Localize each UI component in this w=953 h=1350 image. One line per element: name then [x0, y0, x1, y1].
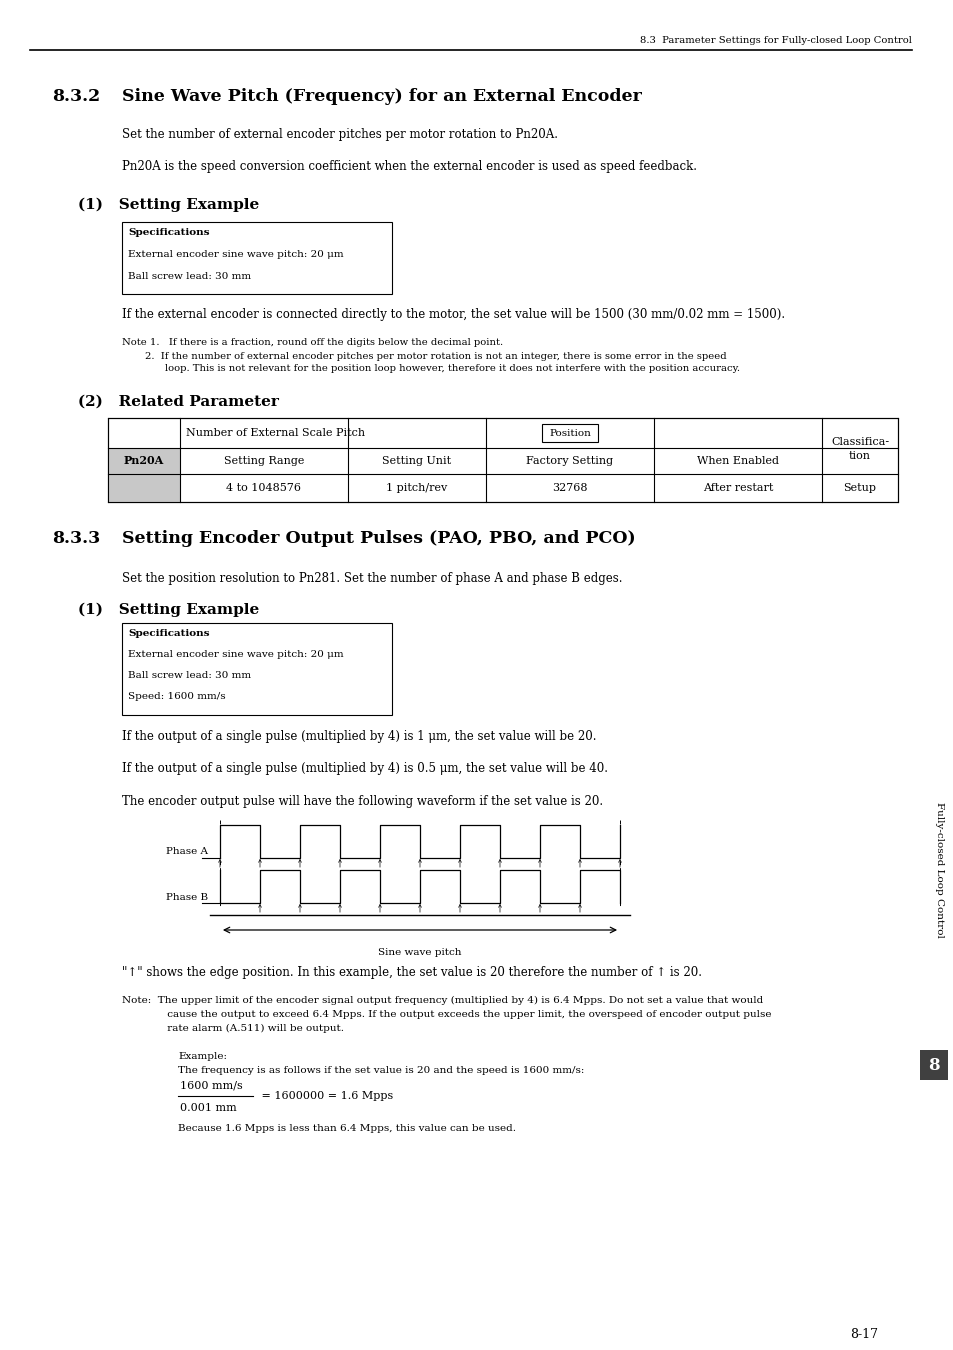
Bar	[108, 418, 897, 502]
Text: Classifica-: Classifica-	[830, 437, 888, 447]
Text: 8.3.3: 8.3.3	[52, 531, 100, 547]
Text: Setting Range: Setting Range	[224, 456, 304, 466]
Text: (1)   Setting Example: (1) Setting Example	[78, 603, 259, 617]
Bar	[122, 622, 392, 716]
Text: Sine Wave Pitch (Frequency) for an External Encoder: Sine Wave Pitch (Frequency) for an Exter…	[122, 88, 641, 105]
Text: External encoder sine wave pitch: 20 μm: External encoder sine wave pitch: 20 μm	[128, 250, 343, 259]
Text: Phase B: Phase B	[166, 892, 208, 902]
Text: Factory Setting: Factory Setting	[526, 456, 613, 466]
Text: Pn20A: Pn20A	[124, 455, 164, 467]
Text: loop. This is not relevant for the position loop however, therefore it does not : loop. This is not relevant for the posit…	[165, 364, 740, 373]
Text: (1)   Setting Example: (1) Setting Example	[78, 198, 259, 212]
Text: Note 1.   If there is a fraction, round off the digits below the decimal point.: Note 1. If there is a fraction, round of…	[122, 338, 502, 347]
Text: 8-17: 8-17	[849, 1328, 877, 1341]
Text: If the output of a single pulse (multiplied by 4) is 1 μm, the set value will be: If the output of a single pulse (multipl…	[122, 730, 596, 742]
Text: 8.3.2: 8.3.2	[52, 88, 100, 105]
Text: Pn20A is the speed conversion coefficient when the external encoder is used as s: Pn20A is the speed conversion coefficien…	[122, 161, 697, 173]
Text: rate alarm (A.511) will be output.: rate alarm (A.511) will be output.	[138, 1025, 344, 1033]
Text: 0.001 mm: 0.001 mm	[180, 1103, 236, 1112]
Text: = 1600000 = 1.6 Mpps: = 1600000 = 1.6 Mpps	[257, 1091, 393, 1102]
Text: cause the output to exceed 6.4 Mpps. If the output exceeds the upper limit, the : cause the output to exceed 6.4 Mpps. If …	[138, 1010, 771, 1019]
Text: tion: tion	[848, 451, 870, 460]
Text: Position: Position	[549, 428, 590, 437]
Text: External encoder sine wave pitch: 20 μm: External encoder sine wave pitch: 20 μm	[128, 649, 343, 659]
Bar	[122, 221, 392, 294]
Text: 8.3  Parameter Settings for Fully-closed Loop Control: 8.3 Parameter Settings for Fully-closed …	[639, 36, 911, 45]
Text: Set the number of external encoder pitches per motor rotation to Pn20A.: Set the number of external encoder pitch…	[122, 128, 558, 140]
Bar	[108, 448, 180, 502]
Text: The frequency is as follows if the set value is 20 and the speed is 1600 mm/s:: The frequency is as follows if the set v…	[178, 1066, 584, 1075]
Text: Setup: Setup	[842, 483, 876, 493]
Text: Setting Encoder Output Pulses (PAO, PBO, and PCO): Setting Encoder Output Pulses (PAO, PBO,…	[122, 531, 635, 547]
Text: "↑" shows the edge position. In this example, the set value is 20 therefore the : "↑" shows the edge position. In this exa…	[122, 967, 701, 979]
Text: 1 pitch/rev: 1 pitch/rev	[386, 483, 447, 493]
Bar	[919, 1050, 947, 1080]
Text: Fully-closed Loop Control: Fully-closed Loop Control	[935, 802, 943, 938]
Text: Setting Unit: Setting Unit	[382, 456, 451, 466]
Text: Because 1.6 Mpps is less than 6.4 Mpps, this value can be used.: Because 1.6 Mpps is less than 6.4 Mpps, …	[178, 1125, 516, 1133]
Text: 1600 mm/s: 1600 mm/s	[180, 1081, 242, 1091]
Text: Specifications: Specifications	[128, 629, 210, 639]
Text: After restart: After restart	[702, 483, 772, 493]
Text: If the output of a single pulse (multiplied by 4) is 0.5 μm, the set value will : If the output of a single pulse (multipl…	[122, 761, 607, 775]
Text: If the external encoder is connected directly to the motor, the set value will b: If the external encoder is connected dir…	[122, 308, 784, 321]
Text: Number of External Scale Pitch: Number of External Scale Pitch	[186, 428, 365, 437]
Bar	[541, 424, 598, 441]
Text: Phase A: Phase A	[166, 848, 208, 856]
Text: 32768: 32768	[552, 483, 587, 493]
Text: When Enabled: When Enabled	[697, 456, 779, 466]
Text: Set the position resolution to Pn281. Set the number of phase A and phase B edge: Set the position resolution to Pn281. Se…	[122, 572, 622, 585]
Text: The encoder output pulse will have the following waveform if the set value is 20: The encoder output pulse will have the f…	[122, 795, 602, 809]
Text: Note:  The upper limit of the encoder signal output frequency (multiplied by 4) : Note: The upper limit of the encoder sig…	[122, 996, 762, 1006]
Text: Specifications: Specifications	[128, 228, 210, 238]
Text: Speed: 1600 mm/s: Speed: 1600 mm/s	[128, 693, 226, 701]
Text: Ball screw lead: 30 mm: Ball screw lead: 30 mm	[128, 671, 251, 680]
Text: 4 to 1048576: 4 to 1048576	[226, 483, 301, 493]
Text: Sine wave pitch: Sine wave pitch	[377, 948, 461, 957]
Text: Ball screw lead: 30 mm: Ball screw lead: 30 mm	[128, 271, 251, 281]
Text: 2.  If the number of external encoder pitches per motor rotation is not an integ: 2. If the number of external encoder pit…	[145, 352, 726, 360]
Text: 8: 8	[927, 1057, 939, 1073]
Text: Example:: Example:	[178, 1052, 227, 1061]
Text: (2)   Related Parameter: (2) Related Parameter	[78, 396, 278, 409]
